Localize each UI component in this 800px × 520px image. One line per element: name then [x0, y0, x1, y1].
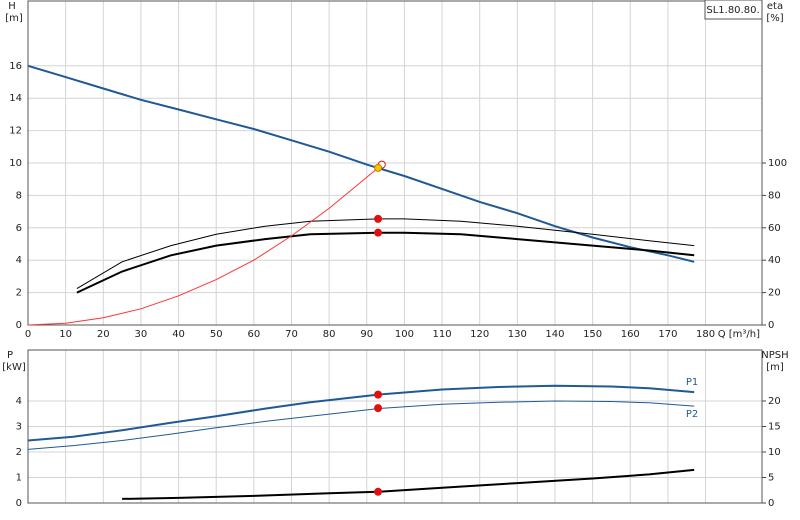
y2-tick-label: 60	[768, 223, 781, 234]
y-tick-label: 3	[16, 422, 22, 433]
y-tick-label: 8	[16, 190, 22, 201]
series-line	[122, 468, 695, 500]
y-tick-label: 1	[16, 473, 22, 484]
marker-point	[374, 390, 383, 399]
x-tick-label: 90	[360, 329, 373, 340]
series-line	[27, 167, 379, 326]
series-line	[27, 64, 695, 263]
plot-border	[27, 0, 763, 326]
y2-axis-unit: [%]	[766, 13, 783, 24]
marker-point	[374, 404, 383, 413]
plot-border	[27, 349, 763, 504]
x-tick-label: 100	[395, 329, 414, 340]
x-tick-label: 70	[285, 329, 298, 340]
x-tick-label: 150	[583, 329, 602, 340]
x-tick-label: 10	[59, 329, 72, 340]
y-tick-label: 2	[16, 288, 22, 299]
x-tick-label: 40	[172, 329, 185, 340]
y2-tick-label: 20	[768, 288, 781, 299]
y2-tick-label: 80	[768, 190, 781, 201]
y2-tick-label: 5	[768, 473, 774, 484]
x-tick-label: 0	[25, 329, 31, 340]
y-tick-label: 2	[16, 447, 22, 458]
x-tick-label: 160	[621, 329, 640, 340]
y2-axis-label: NPSH	[761, 350, 788, 361]
title-box	[704, 0, 763, 20]
marker-point	[374, 214, 383, 223]
x-tick-label: 180	[696, 329, 715, 340]
y-axis-label: P	[7, 350, 13, 361]
y2-tick-label: 15	[768, 422, 781, 433]
chart-title: SL1.80.80.	[706, 5, 759, 16]
y-tick-label: 0	[16, 320, 22, 331]
x-tick-label: 170	[658, 329, 677, 340]
y2-tick-label: 20	[768, 396, 781, 407]
series-label: P2	[686, 409, 698, 420]
y2-axis-label: eta	[767, 1, 783, 12]
y-tick-label: 16	[9, 61, 22, 72]
y-tick-label: 14	[9, 93, 22, 104]
x-tick-label: 110	[433, 329, 452, 340]
marker-point	[374, 487, 383, 496]
y-axis-label: H	[8, 1, 16, 12]
x-tick-label: 130	[508, 329, 527, 340]
y2-tick-label: 40	[768, 255, 781, 266]
y2-tick-label: 0	[768, 320, 774, 331]
y-tick-label: 12	[9, 126, 22, 137]
series-label: P1	[686, 377, 698, 388]
y2-axis-unit: [m]	[766, 362, 784, 373]
y-tick-label: 10	[9, 158, 22, 169]
y-axis-unit: [m]	[5, 13, 23, 24]
series-line	[27, 400, 695, 450]
x-tick-label: 30	[135, 329, 148, 340]
marker-point	[374, 228, 383, 237]
y-tick-label: 6	[16, 223, 22, 234]
y-tick-label: 4	[16, 255, 22, 266]
y2-tick-label: 0	[768, 498, 774, 509]
x-tick-label: 80	[323, 329, 336, 340]
y-tick-label: 4	[16, 396, 22, 407]
x-tick-label: 50	[210, 329, 223, 340]
series-line	[27, 384, 695, 442]
x-axis-label: Q [m³/h]	[718, 329, 760, 340]
marker-point	[374, 163, 383, 172]
y-tick-label: 0	[16, 498, 22, 509]
x-tick-label: 120	[470, 329, 489, 340]
y-axis-unit: [kW]	[2, 362, 26, 373]
y2-tick-label: 10	[768, 447, 781, 458]
x-tick-label: 140	[545, 329, 564, 340]
y2-tick-label: 100	[768, 158, 787, 169]
x-tick-label: 20	[97, 329, 110, 340]
x-tick-label: 60	[247, 329, 260, 340]
